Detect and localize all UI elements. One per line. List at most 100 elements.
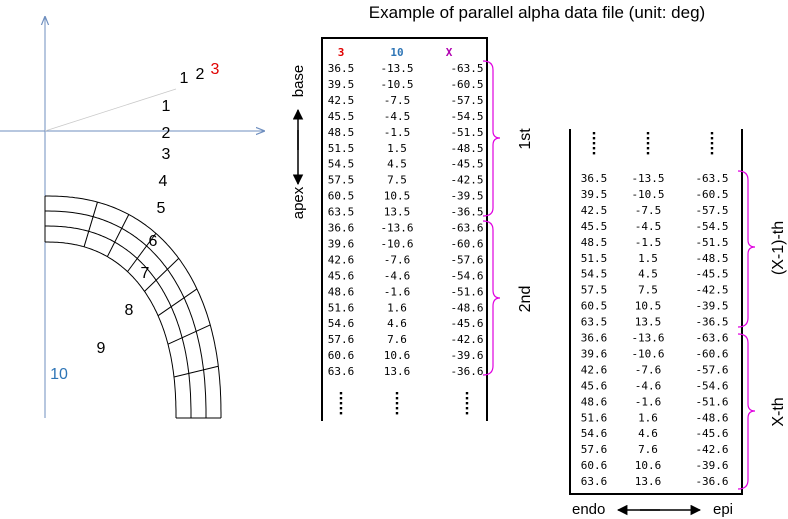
table-cell: -39.6: [695, 459, 728, 472]
table-header-cell: 3: [338, 46, 345, 59]
continuation-dot: [395, 412, 399, 415]
table-cell: 45.6: [328, 269, 355, 282]
table-cell: -10.6: [380, 237, 413, 250]
table-cell: -10.6: [631, 347, 664, 360]
table-cell: -4.6: [635, 379, 662, 392]
table-cell: -48.6: [450, 301, 483, 314]
base-label: base: [290, 65, 307, 98]
table1-continuation-dots: [339, 392, 469, 415]
continuation-dot: [646, 132, 650, 135]
table-cell: -13.6: [631, 332, 664, 345]
mesh-segment-label: 10: [50, 366, 68, 383]
table-cell: 54.5: [328, 158, 355, 171]
table-cell: 36.5: [328, 62, 355, 75]
table-cell: 48.6: [581, 395, 608, 408]
table-cell: -42.6: [695, 443, 728, 456]
table-cell: -10.5: [631, 188, 664, 201]
continuation-dot: [465, 402, 469, 405]
table-cell: 10.6: [635, 459, 662, 472]
table-cell: -60.5: [695, 188, 728, 201]
table-cell: -42.5: [450, 174, 483, 187]
table-cell: -63.6: [695, 332, 728, 345]
mesh-layer-arc: [45, 210, 207, 418]
mesh-segment-label: 6: [149, 233, 158, 250]
table-cell: -48.5: [450, 142, 483, 155]
table-cell: 1.6: [638, 411, 658, 424]
mesh-layer-arc: [45, 241, 177, 418]
table-cell: 36.5: [581, 172, 608, 185]
table-cell: 39.5: [328, 78, 355, 91]
table-cell: 7.5: [387, 174, 407, 187]
table-cell: -45.6: [695, 427, 728, 440]
table-cell: 13.6: [384, 365, 411, 378]
mesh-segment-line: [167, 324, 211, 345]
mesh-segment-line: [157, 288, 198, 317]
table-cell: -57.5: [695, 204, 728, 217]
mesh-segment-line: [83, 201, 98, 247]
table-cell: -4.5: [635, 220, 662, 233]
bracket-first: [482, 60, 501, 217]
table-cell: -7.5: [384, 94, 411, 107]
mesh-segment-label: 4: [159, 173, 168, 190]
table-cell: -13.6: [380, 222, 413, 235]
table-cell: -57.6: [695, 363, 728, 376]
table-cell: 4.5: [387, 158, 407, 171]
table2-frame: [569, 129, 743, 495]
table-cell: -1.6: [384, 285, 411, 298]
table-cell: 63.6: [581, 475, 608, 488]
bracket-second: [482, 220, 501, 376]
bracket-x: [737, 333, 756, 490]
table-cell: -36.5: [450, 206, 483, 219]
table2-rows: 36.5 -13.5 -63.5 39.5 -10.5 -60.5 42.5 -7.5 -57.…: [581, 172, 729, 488]
table-cell: 42.6: [328, 253, 355, 266]
table-cell: -51.6: [450, 285, 483, 298]
table-cell: 60.5: [581, 300, 608, 313]
table-cell: 39.5: [581, 188, 608, 201]
table1-header-row: 3 10 X: [338, 46, 453, 59]
table-cell: -36.6: [695, 475, 728, 488]
mesh-segment-line: [106, 214, 130, 257]
mesh-grid: [44, 195, 222, 419]
table-cell: 54.6: [328, 317, 355, 330]
table-cell: -45.6: [450, 317, 483, 330]
continuation-dot: [395, 397, 399, 400]
continuation-dot: [710, 152, 714, 155]
continuation-dot: [465, 397, 469, 400]
bracket-x-minus-1: [737, 170, 756, 328]
table-cell: 1.5: [638, 252, 658, 265]
table-cell: -1.5: [384, 126, 411, 139]
table-cell: -51.5: [450, 126, 483, 139]
table-cell: -51.6: [695, 395, 728, 408]
continuation-dot: [592, 147, 596, 150]
mesh-segment-label: 9: [97, 340, 106, 357]
table-cell: 10.5: [384, 190, 411, 203]
continuation-dot: [339, 402, 343, 405]
continuation-dot: [339, 407, 343, 410]
table-cell: -7.5: [635, 204, 662, 217]
table-cell: -60.6: [450, 237, 483, 250]
continuation-dot: [646, 147, 650, 150]
table-header-cell: 10: [390, 46, 403, 59]
table-cell: 42.5: [581, 204, 608, 217]
continuation-dot: [339, 412, 343, 415]
continuation-dot: [646, 137, 650, 140]
table-cell: 60.5: [328, 190, 355, 203]
table-cell: -10.5: [380, 78, 413, 91]
table-cell: -7.6: [384, 253, 411, 266]
mesh-segment-line: [127, 233, 157, 272]
table-cell: 4.6: [387, 317, 407, 330]
table-cell: 54.5: [581, 268, 608, 281]
table-cell: 13.6: [635, 475, 662, 488]
table-cell: 51.6: [581, 411, 608, 424]
table-cell: 57.6: [581, 443, 608, 456]
table-cell: -60.6: [695, 347, 728, 360]
group-label-x-minus-1: (X-1)-th: [770, 221, 787, 275]
continuation-dot: [465, 407, 469, 410]
table-cell: 7.6: [638, 443, 658, 456]
table-cell: 10.5: [635, 300, 662, 313]
continuation-dot: [710, 132, 714, 135]
table-cell: 13.5: [635, 316, 662, 329]
table-cell: 48.5: [581, 236, 608, 249]
mesh-layer-label: 2: [196, 66, 205, 83]
